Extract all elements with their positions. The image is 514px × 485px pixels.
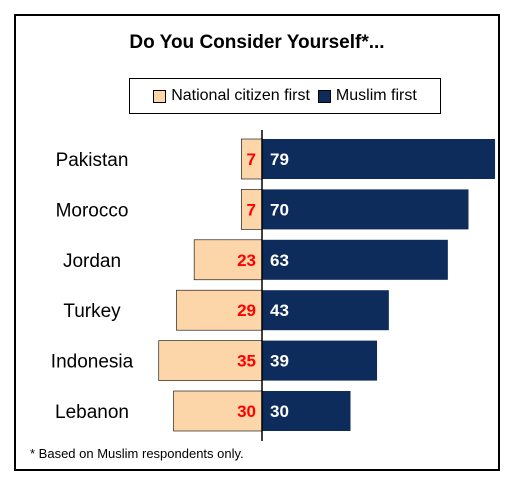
- value-label-national-citizen-first-turkey: 29: [237, 301, 256, 320]
- value-label-muslim-first-lebanon: 30: [270, 402, 289, 421]
- footnote: * Based on Muslim respondents only.: [30, 446, 244, 461]
- category-label-pakistan: Pakistan: [56, 150, 129, 171]
- value-label-national-citizen-first-jordan: 23: [237, 251, 256, 270]
- bar-national-citizen-first-lebanon: [173, 390, 263, 432]
- bar-muslim-first-jordan: [262, 239, 448, 280]
- legend-label-muslim-first: Muslim first: [335, 87, 417, 104]
- value-label-muslim-first-jordan: 63: [270, 251, 289, 270]
- bar-muslim-first-indonesia: [262, 340, 378, 381]
- value-label-national-citizen-first-pakistan: 7: [247, 150, 256, 169]
- value-label-muslim-first-turkey: 43: [270, 301, 289, 320]
- chart-title: Do You Consider Yourself*...: [129, 32, 385, 53]
- category-label-jordan: Jordan: [63, 251, 121, 272]
- legend-item-national-citizen-first: National citizen first: [153, 87, 310, 105]
- value-label-national-citizen-first-morocco: 7: [247, 200, 256, 219]
- category-label-lebanon: Lebanon: [55, 402, 129, 423]
- value-label-muslim-first-indonesia: 39: [270, 352, 289, 371]
- value-label-muslim-first-morocco: 70: [270, 200, 289, 219]
- legend-swatch-muslim-first: [317, 89, 331, 103]
- value-label-muslim-first-pakistan: 79: [270, 150, 289, 169]
- category-label-morocco: Morocco: [56, 200, 129, 221]
- legend-swatch-national-citizen-first: [153, 89, 167, 103]
- category-label-indonesia: Indonesia: [51, 352, 134, 373]
- category-label-turkey: Turkey: [63, 301, 121, 322]
- bar-muslim-first-lebanon: [262, 391, 351, 431]
- bar-national-citizen-first-jordan: [193, 239, 263, 281]
- bar-muslim-first-morocco: [262, 189, 469, 230]
- legend-label-national-citizen-first: National citizen first: [171, 87, 310, 104]
- bar-national-citizen-first-indonesia: [158, 340, 263, 381]
- bar-muslim-first-turkey: [262, 290, 389, 331]
- value-label-national-citizen-first-indonesia: 35: [237, 352, 256, 371]
- chart-legend: National citizen first Muslim first: [129, 78, 441, 114]
- bar-muslim-first-pakistan: [262, 139, 496, 179]
- value-label-national-citizen-first-lebanon: 30: [237, 402, 256, 421]
- legend-item-muslim-first: Muslim first: [317, 87, 417, 105]
